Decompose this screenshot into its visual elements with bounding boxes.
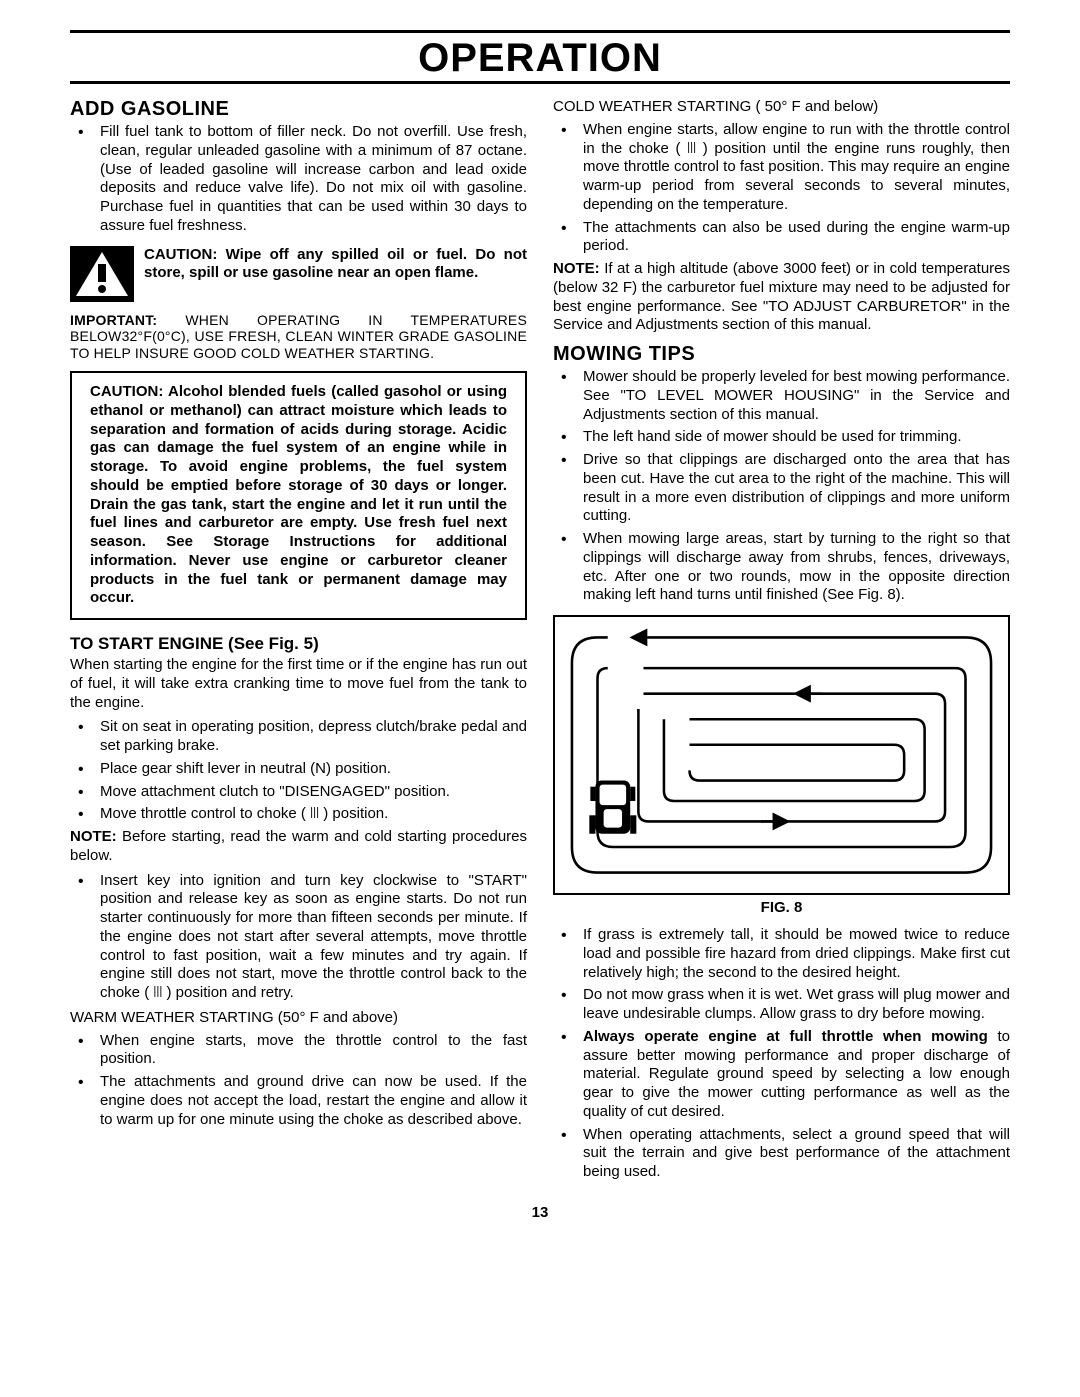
heading-start-engine: TO START ENGINE (See Fig. 5) [70, 634, 527, 654]
list-item: Do not mow grass when it is wet. Wet gra… [553, 986, 1010, 1024]
note-lead: NOTE: [70, 828, 117, 845]
note-body: Before starting, read the warm and cold … [70, 828, 527, 864]
list-item: Fill fuel tank to bottom of filler neck.… [70, 123, 527, 236]
list-item: If grass is extremely tall, it should be… [553, 926, 1010, 982]
list-item: The left hand side of mower should be us… [553, 428, 1010, 447]
mowing-pattern-icon [555, 617, 1008, 893]
caution-text: CAUTION: Wipe off any spilled oil or fue… [144, 246, 527, 284]
list-item: Insert key into ignition and turn key cl… [70, 872, 527, 1003]
note-lead: NOTE: [553, 260, 600, 277]
list-item: Sit on seat in operating position, depre… [70, 718, 527, 756]
warm-list: When engine starts, move the throttle co… [70, 1032, 527, 1130]
caution-wipe: CAUTION: Wipe off any spilled oil or fue… [70, 246, 527, 302]
important-note: IMPORTANT: WHEN OPERATING IN TEMPERATURE… [70, 312, 527, 362]
start-note: NOTE: Before starting, read the warm and… [70, 828, 527, 866]
important-lead: IMPORTANT: [70, 312, 157, 328]
heading-mowing-tips: MOWING TIPS [553, 343, 1010, 366]
top-rule [70, 30, 1010, 33]
mow-list-1: Mower should be properly leveled for bes… [553, 368, 1010, 605]
mow-list-2: If grass is extremely tall, it should be… [553, 926, 1010, 1182]
list-item: Place gear shift lever in neutral (N) po… [70, 760, 527, 779]
list-item: Drive so that clippings are discharged o… [553, 451, 1010, 526]
cold-list: When engine starts, allow engine to run … [553, 121, 1010, 256]
list-item: When engine starts, move the throttle co… [70, 1032, 527, 1070]
page-number: 13 [70, 1204, 1010, 1221]
left-column: ADD GASOLINE Fill fuel tank to bottom of… [70, 98, 527, 1186]
bottom-rule [70, 81, 1010, 84]
list-item: The attachments can also be used during … [553, 219, 1010, 257]
start-intro: When starting the engine for the first t… [70, 656, 527, 712]
page-title: OPERATION [70, 37, 1010, 79]
right-column: COLD WEATHER STARTING ( 50° F and below)… [553, 98, 1010, 1186]
warm-weather-head: WARM WEATHER STARTING (50° F and above) [70, 1009, 527, 1028]
list-item: Move throttle control to choke ( ꔖ ) pos… [70, 805, 527, 824]
figure-caption: FIG. 8 [553, 899, 1010, 916]
note-body: If at a high altitude (above 3000 feet) … [553, 260, 1010, 333]
warning-triangle-icon [70, 246, 134, 302]
start-list-1: Sit on seat in operating position, depre… [70, 718, 527, 824]
start-list-2: Insert key into ignition and turn key cl… [70, 872, 527, 1003]
add-gasoline-list: Fill fuel tank to bottom of filler neck.… [70, 123, 527, 236]
altitude-note: NOTE: If at a high altitude (above 3000 … [553, 260, 1010, 335]
caution-alcohol-text: CAUTION: Alcohol blended fuels (called g… [90, 383, 507, 608]
list-item: The attachments and ground drive can now… [70, 1073, 527, 1129]
list-item: Move attachment clutch to "DISENGAGED" p… [70, 783, 527, 802]
caution-alcohol-box: CAUTION: Alcohol blended fuels (called g… [70, 371, 527, 620]
heading-add-gasoline: ADD GASOLINE [70, 98, 527, 121]
figure-8 [553, 615, 1010, 895]
columns: ADD GASOLINE Fill fuel tank to bottom of… [70, 98, 1010, 1186]
cold-weather-head: COLD WEATHER STARTING ( 50° F and below) [553, 98, 1010, 117]
list-item: Always operate engine at full throttle w… [553, 1028, 1010, 1122]
list-item: When mowing large areas, start by turnin… [553, 530, 1010, 605]
bold-lead: Always operate engine at full throttle w… [583, 1028, 988, 1045]
list-item: When operating attachments, select a gro… [553, 1126, 1010, 1182]
list-item: Mower should be properly leveled for bes… [553, 368, 1010, 424]
list-item: When engine starts, allow engine to run … [553, 121, 1010, 215]
